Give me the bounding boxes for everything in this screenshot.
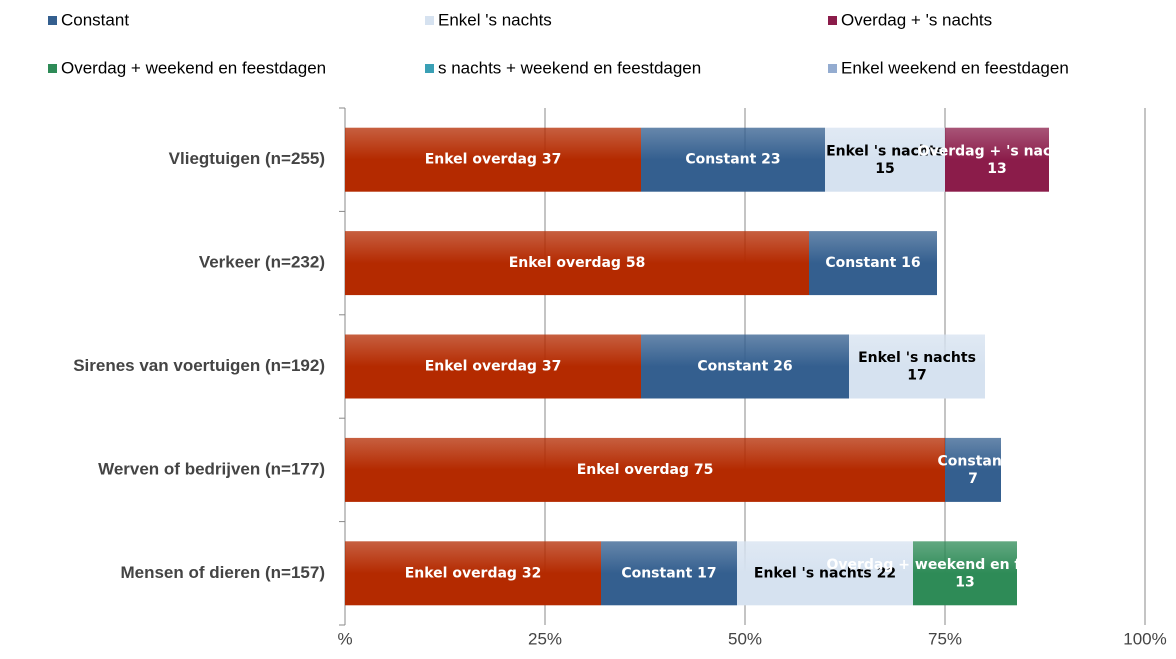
value-label-line: 7	[968, 471, 978, 487]
legend-swatch	[425, 64, 434, 73]
value-label: Constant 17	[621, 565, 716, 581]
value-label: Enkel overdag 75	[577, 462, 714, 478]
value-label-line: Overdag + 's nachts	[918, 143, 1077, 159]
category-label: Sirenes van voertuigen (n=192)	[73, 356, 325, 375]
value-label-line: 13	[987, 161, 1006, 177]
value-label: Constant 16	[825, 255, 920, 271]
bar-segment	[945, 437, 1001, 502]
value-label: Enkel overdag 37	[425, 359, 562, 375]
value-label: Enkel overdag 58	[509, 255, 646, 271]
x-tick-label: %	[337, 629, 352, 648]
category-label: Werven of bedrijven (n=177)	[98, 459, 325, 478]
legend-swatch	[425, 16, 434, 25]
legend-label: Enkel weekend en feestdagen	[841, 58, 1069, 77]
legend-label: s nachts + weekend en feestdagen	[438, 58, 701, 77]
value-label-line: 15	[875, 161, 894, 177]
value-label: Overdag + weekend en feestdagen 13	[826, 557, 1103, 591]
x-tick-label: 100%	[1123, 629, 1166, 648]
bar-segment	[345, 334, 641, 399]
bar-segment	[825, 127, 945, 192]
value-label: Enkel 's nachts 22	[754, 565, 896, 581]
bar-segment	[345, 541, 601, 606]
bar-segment	[601, 541, 737, 606]
bar-segment	[345, 437, 945, 502]
x-tick-label: 75%	[928, 629, 962, 648]
legend-swatch	[48, 64, 57, 73]
value-label: Overdag + 's nachts 13	[918, 143, 1077, 177]
bar-segment	[641, 127, 825, 192]
bar-segment	[809, 231, 937, 296]
bar-segment	[345, 231, 809, 296]
bar-segment	[737, 541, 913, 606]
value-label: Constant 23	[685, 152, 780, 168]
legend-label: Enkel 's nachts	[438, 10, 552, 29]
category-label: Mensen of dieren (n=157)	[120, 563, 325, 582]
bar-segment	[641, 334, 849, 399]
bar-segment	[945, 127, 1049, 192]
value-label-line: Constant	[938, 454, 1009, 470]
x-tick-label: 50%	[728, 629, 762, 648]
legend-swatch	[828, 16, 837, 25]
value-label: Enkel overdag 32	[405, 565, 542, 581]
bar-segment	[913, 541, 1017, 606]
value-label-line: Enkel 's nachts	[858, 350, 976, 366]
legend-swatch	[828, 64, 837, 73]
bar-segment	[345, 127, 641, 192]
legend-label: Constant	[61, 10, 129, 29]
value-label-line: 17	[907, 368, 926, 384]
value-label-line: 13	[955, 574, 974, 590]
legend-label: Overdag + weekend en feestdagen	[61, 58, 326, 77]
value-label: Enkel overdag 37	[425, 152, 562, 168]
value-label: Constant 7	[938, 454, 1009, 488]
category-label: Vliegtuigen (n=255)	[169, 149, 325, 168]
legend-swatch	[48, 16, 57, 25]
value-label: Enkel 's nachts 15	[826, 143, 944, 177]
x-tick-label: 25%	[528, 629, 562, 648]
bar-segment	[849, 334, 985, 399]
category-label: Verkeer (n=232)	[199, 253, 325, 272]
value-label-line: Overdag + weekend en feestdagen	[826, 557, 1103, 573]
value-label: Enkel 's nachts 17	[858, 350, 976, 384]
value-label: Constant 26	[697, 359, 792, 375]
legend-label: Overdag + 's nachts	[841, 10, 992, 29]
value-label-line: Enkel 's nachts	[826, 143, 944, 159]
